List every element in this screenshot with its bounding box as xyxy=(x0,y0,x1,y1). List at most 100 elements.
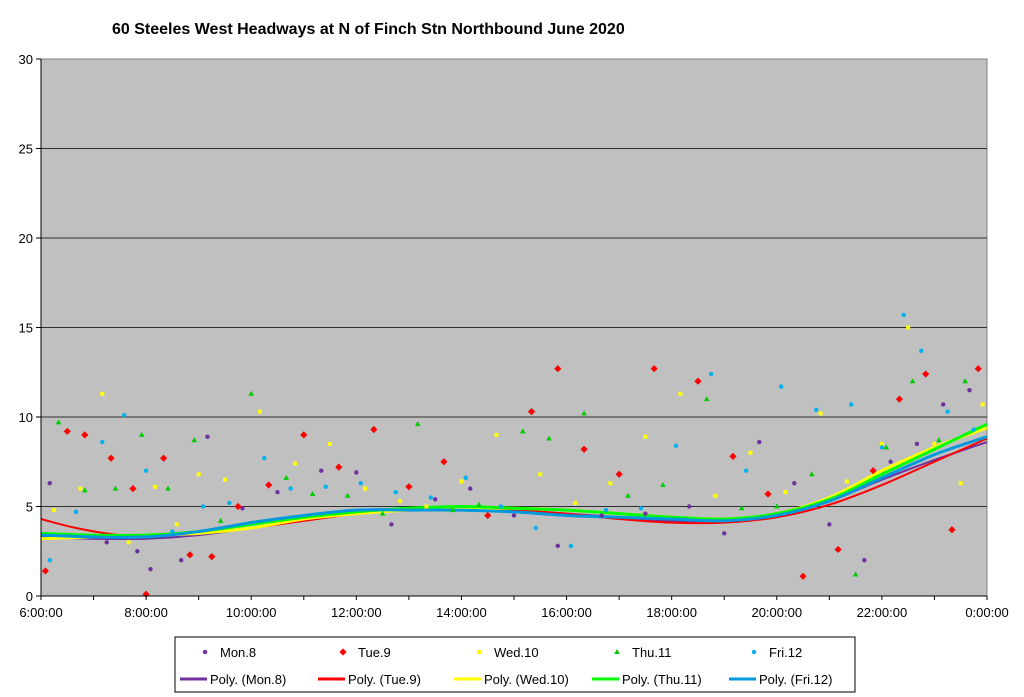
data-point xyxy=(909,378,916,384)
data-point xyxy=(186,551,194,559)
y-tick-label: 15 xyxy=(19,321,33,336)
data-point xyxy=(288,486,293,491)
data-point xyxy=(484,511,492,520)
data-point xyxy=(945,409,950,414)
y-tick-label: 5 xyxy=(26,500,33,515)
data-point xyxy=(643,434,648,439)
data-point xyxy=(126,540,131,545)
data-point xyxy=(217,517,224,523)
y-tick-label: 20 xyxy=(19,231,33,246)
data-point xyxy=(519,428,526,434)
data-point xyxy=(174,522,179,527)
data-point xyxy=(573,500,578,505)
data-point xyxy=(974,365,982,373)
data-point xyxy=(625,492,631,498)
x-tick-label: 10:00:00 xyxy=(226,605,277,620)
data-point xyxy=(227,500,232,506)
data-point xyxy=(205,434,210,439)
data-point xyxy=(555,543,560,549)
data-point xyxy=(901,312,906,318)
data-point xyxy=(414,421,421,427)
data-point xyxy=(936,437,942,443)
data-point xyxy=(135,549,140,554)
data-point xyxy=(764,490,772,498)
data-point xyxy=(703,396,710,402)
data-point xyxy=(748,450,753,455)
data-point xyxy=(440,458,448,466)
data-point xyxy=(738,505,745,511)
data-point xyxy=(608,481,613,486)
data-point xyxy=(393,489,398,495)
data-point xyxy=(319,468,324,473)
data-point xyxy=(643,511,648,516)
data-point xyxy=(191,437,198,443)
trendlines xyxy=(40,422,988,541)
data-point xyxy=(265,481,273,489)
legend-label: Poly. (Thu.11) xyxy=(622,672,702,687)
data-point xyxy=(428,495,433,500)
data-point xyxy=(73,509,79,515)
legend-label: Thu.11 xyxy=(632,645,672,660)
data-point xyxy=(546,435,552,441)
data-point xyxy=(328,441,333,446)
data-point xyxy=(757,439,762,445)
data-point xyxy=(100,439,105,445)
data-point xyxy=(678,391,683,396)
data-point xyxy=(941,402,946,407)
data-point xyxy=(538,472,543,477)
legend-label: Poly. (Tue.9) xyxy=(348,672,421,687)
data-point xyxy=(379,510,386,516)
data-point xyxy=(283,474,290,480)
data-point xyxy=(729,452,737,460)
data-point xyxy=(234,502,242,511)
data-point xyxy=(78,486,83,491)
axes: 0 5 10 15 20 25 30 6:00:00 8:00:00 10:00:00 12:00:… xyxy=(19,52,1009,620)
data-point xyxy=(568,543,574,549)
data-point xyxy=(883,444,890,450)
legend-label: Poly. (Fri.12) xyxy=(759,672,832,687)
data-point xyxy=(335,463,343,471)
legend-label: Fri.12 xyxy=(769,645,802,660)
data-point xyxy=(424,504,429,509)
data-point xyxy=(722,531,727,536)
data-point xyxy=(208,553,216,561)
data-point xyxy=(323,484,328,490)
data-point xyxy=(275,489,280,495)
data-point xyxy=(41,567,49,575)
data-point xyxy=(143,468,149,473)
data-point xyxy=(262,455,267,461)
chart-title: 60 Steeles West Headways at N of Finch S… xyxy=(112,21,625,38)
data-point xyxy=(852,571,859,577)
data-point xyxy=(958,481,963,486)
data-point xyxy=(849,402,854,407)
legend-marker xyxy=(751,649,757,655)
data-point xyxy=(792,481,797,486)
data-point xyxy=(818,411,823,416)
data-point xyxy=(922,370,930,378)
data-point xyxy=(967,387,972,393)
legend: Mon.8 Tue.9 Wed.10 Thu.11 Fri.12 Poly. (Mon.8… xyxy=(174,636,856,693)
data-point xyxy=(673,443,679,448)
y-tick-label: 10 xyxy=(19,410,33,425)
data-point xyxy=(554,365,562,373)
data-point xyxy=(879,441,884,446)
data-point xyxy=(603,507,609,513)
data-point xyxy=(799,572,807,580)
data-point xyxy=(686,504,692,509)
data-point xyxy=(107,454,115,462)
data-point xyxy=(638,506,644,511)
data-point xyxy=(200,504,206,509)
data-point xyxy=(527,408,536,416)
legend-label: Tue.9 xyxy=(358,645,391,660)
data-point xyxy=(888,459,893,464)
y-tick-label: 0 xyxy=(26,589,33,604)
data-point xyxy=(240,506,245,511)
data-point xyxy=(112,485,119,491)
data-point xyxy=(196,472,201,477)
data-point xyxy=(55,419,62,425)
data-point xyxy=(81,431,89,439)
data-point xyxy=(914,441,920,447)
data-point xyxy=(165,485,171,491)
x-tick-label: 22:00:00 xyxy=(857,605,908,620)
legend-label: Wed.10 xyxy=(494,645,539,660)
